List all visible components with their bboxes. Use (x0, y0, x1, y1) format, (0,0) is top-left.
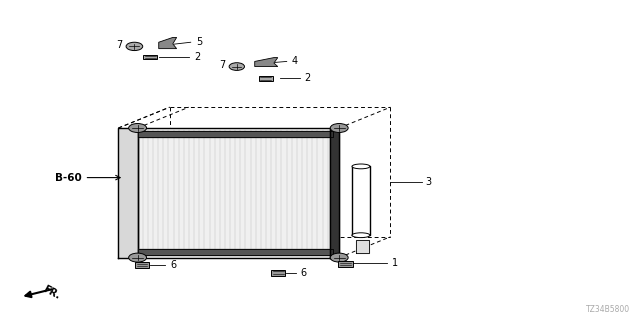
FancyBboxPatch shape (143, 55, 157, 59)
Text: 2: 2 (194, 52, 200, 62)
Ellipse shape (352, 233, 370, 237)
Polygon shape (138, 131, 333, 137)
Circle shape (229, 63, 244, 70)
Circle shape (330, 124, 348, 132)
Text: 7: 7 (116, 40, 123, 50)
FancyBboxPatch shape (271, 270, 285, 276)
FancyBboxPatch shape (338, 261, 353, 267)
Polygon shape (330, 128, 339, 258)
Polygon shape (255, 58, 278, 67)
Text: 2: 2 (305, 73, 311, 84)
Polygon shape (138, 128, 333, 258)
Text: 4: 4 (292, 56, 298, 67)
Text: 6: 6 (170, 260, 177, 270)
Text: FR.: FR. (42, 284, 62, 301)
Text: TZ34B5800: TZ34B5800 (586, 305, 630, 314)
Circle shape (126, 42, 143, 51)
Circle shape (129, 253, 147, 262)
Text: 7: 7 (219, 60, 225, 70)
Text: B-60: B-60 (55, 172, 82, 183)
Text: 5: 5 (196, 37, 202, 47)
FancyBboxPatch shape (135, 262, 149, 268)
Polygon shape (118, 128, 138, 258)
FancyBboxPatch shape (259, 76, 273, 81)
Polygon shape (356, 240, 369, 253)
Circle shape (330, 253, 348, 262)
Text: 1: 1 (392, 258, 399, 268)
Text: 3: 3 (426, 177, 432, 188)
Polygon shape (352, 166, 370, 235)
Polygon shape (138, 249, 333, 255)
Polygon shape (159, 37, 177, 49)
Text: 6: 6 (301, 268, 307, 278)
Ellipse shape (352, 164, 370, 169)
Circle shape (129, 124, 147, 132)
